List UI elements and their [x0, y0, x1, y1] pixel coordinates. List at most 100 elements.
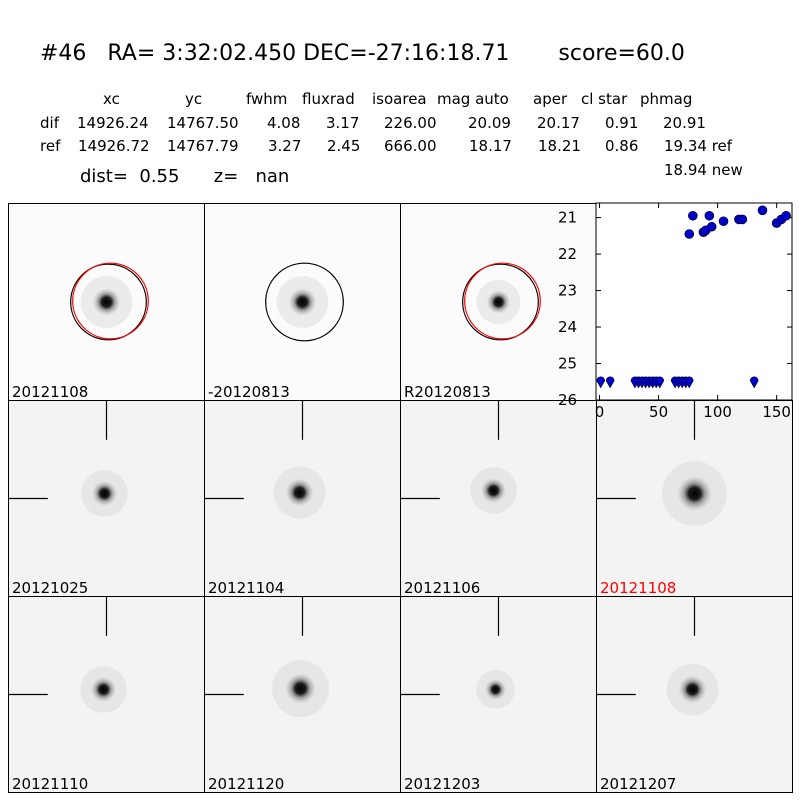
x-tick-label: 0 [595, 403, 605, 421]
stamp-panel: -20120813 [204, 203, 401, 401]
stamp-panel: 20121120 [204, 596, 401, 793]
dist-z-line: dist= 0.55 z= nan [80, 166, 290, 187]
stamp-date-label: 20121106 [404, 579, 481, 597]
data-point [684, 229, 695, 239]
ref-yc: 14767.79 [167, 137, 239, 155]
ref-fluxrad: 2.45 [327, 137, 361, 155]
stamp-image [401, 401, 596, 596]
stamp-image [205, 597, 400, 792]
col-phmag-header: phmag [640, 90, 693, 108]
x-tick-label: 150 [762, 403, 791, 421]
star-source [285, 478, 314, 507]
stamp-panel: 20121108 [596, 400, 793, 597]
page-title: #46 RA= 3:32:02.450 DEC=-27:16:18.71 sco… [40, 41, 685, 66]
ref-phmag: 19.34 ref [664, 137, 733, 155]
aperture-circle-red [464, 262, 541, 340]
stamp-date-label: 20121108 [12, 383, 89, 401]
stamp-panel: 20121207 [596, 596, 793, 793]
stamp-image [205, 401, 400, 596]
stamp-image [9, 204, 204, 400]
ref-fwhm: 3.27 [268, 137, 302, 155]
light-curve-panel: 21 22 23 24 25 26 0 50 100 150 [558, 202, 793, 421]
dif-yc: 14767.50 [167, 114, 239, 132]
data-point [688, 210, 698, 221]
dif-row-label: dif [40, 114, 59, 132]
star-source [90, 676, 117, 703]
col-isoarea-header: isoarea [372, 90, 427, 108]
stamp-image [9, 401, 204, 596]
col-yc-header: yc [185, 90, 203, 108]
dif-fluxrad: 3.17 [326, 114, 360, 132]
star-source [677, 476, 712, 511]
star-source [288, 288, 317, 316]
stamp-image [401, 597, 596, 792]
data-point [757, 205, 768, 216]
col-fwhm-header: fwhm [246, 90, 288, 108]
star-source [285, 673, 316, 704]
x-tick-label: 100 [703, 403, 732, 421]
upper-limit-marker [596, 376, 606, 389]
col-xc-header: xc [103, 90, 120, 108]
data-point [737, 214, 748, 225]
stamp-panel: 20121106 [400, 400, 597, 597]
y-tick-label: 22 [558, 245, 577, 263]
y-tick-label: 26 [558, 391, 577, 409]
stamp-date-label: 20121207 [600, 775, 677, 793]
aperture-circle [265, 262, 344, 342]
star-source [91, 480, 118, 507]
ref-row-label: ref [40, 137, 61, 155]
stamp-panel: 20121104 [204, 400, 401, 597]
upper-limit-marker [605, 376, 615, 389]
stamp-date-label: 20121110 [12, 775, 89, 793]
star-source [480, 478, 507, 504]
upper-limit-marker [684, 376, 694, 389]
dif-cl-star: 0.91 [605, 114, 639, 132]
upper-limit-marker [749, 376, 759, 389]
ref-cl-star: 0.86 [605, 137, 639, 155]
stamp-image [9, 597, 204, 792]
stamp-panel: 20121203 [400, 596, 597, 793]
stamp-date-label: 20121025 [12, 579, 89, 597]
star-source [486, 290, 511, 314]
star-source [485, 679, 506, 700]
data-point [718, 216, 729, 227]
dif-mag-auto: 20.09 [468, 114, 511, 132]
ref-mag-auto: 18.17 [469, 137, 512, 155]
aperture-circle [462, 263, 539, 341]
ref-aper: 18.21 [538, 137, 581, 155]
upper-limit-marker [655, 376, 665, 389]
y-tick-label: 24 [558, 318, 577, 336]
stamp-panel: 20121108 [8, 203, 205, 401]
dif-aper: 20.17 [537, 114, 580, 132]
stamp-date-label: R20120813 [404, 383, 491, 401]
stamp-panel: R20120813 [400, 203, 597, 401]
x-tick-label: 50 [649, 403, 668, 421]
data-point [781, 210, 791, 221]
aperture-circle [70, 263, 147, 341]
y-tick-label: 25 [558, 355, 577, 373]
col-mag-auto-header: mag auto [437, 90, 509, 108]
col-fluxrad-header: fluxrad [302, 90, 355, 108]
star-source [678, 675, 707, 704]
y-tick-label: 21 [558, 209, 577, 227]
stamp-image [597, 401, 792, 596]
stamp-date-label: 20121120 [208, 775, 285, 793]
data-point [704, 210, 715, 221]
dif-phmag: 20.91 [663, 114, 706, 132]
stamp-image [597, 597, 792, 792]
light-curve-chart: 21 22 23 24 25 26 0 50 100 150 [558, 202, 793, 421]
star-source [92, 288, 121, 316]
dif-xc: 14926.24 [77, 114, 149, 132]
ref-isoarea: 666.00 [384, 137, 437, 155]
data-point [706, 221, 717, 232]
stamp-panel: 20121110 [8, 596, 205, 793]
stamp-date-label: -20120813 [208, 383, 290, 401]
dif-isoarea: 226.00 [384, 114, 437, 132]
stamp-panel: 20121025 [8, 400, 205, 597]
stamp-image [401, 204, 596, 400]
stamp-date-label: 20121108 [600, 579, 677, 597]
ref-xc: 14926.72 [78, 137, 150, 155]
plot-frame [595, 202, 793, 401]
dif-fwhm: 4.08 [267, 114, 301, 132]
stamp-image [205, 204, 400, 400]
